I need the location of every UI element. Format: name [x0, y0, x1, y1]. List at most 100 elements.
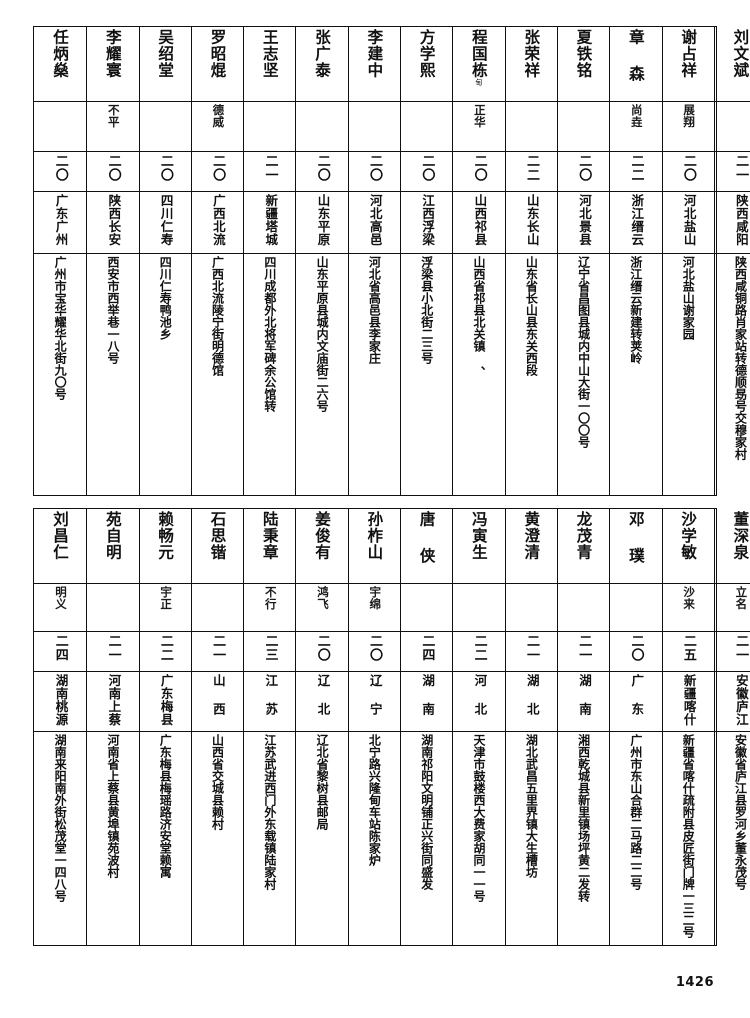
- cell-alias: 立名: [714, 583, 750, 631]
- cell-addr: 河北省高邑县李家庄: [348, 253, 401, 495]
- cell-alias: [505, 101, 557, 151]
- cell-alias: 尚垚: [610, 101, 662, 151]
- cell-name: 董深泉: [715, 509, 750, 583]
- page-number: 1426: [675, 975, 714, 990]
- origin-text: 四川仁寿: [158, 194, 174, 246]
- cell-age: 二〇: [662, 151, 714, 191]
- age-text: 二〇: [105, 154, 121, 182]
- table-column-entry: 沙学敏 沙来 二五 新疆喀什 新疆省喀什疏附县皮匠街门牌一三二号: [661, 509, 714, 945]
- name-text: 任炳燊: [51, 29, 71, 79]
- addr-text: 湖南来阳南外街松茂堂一四八号: [53, 734, 68, 902]
- cell-origin: 河北高邑: [348, 191, 401, 253]
- age-text: 二〇: [576, 154, 592, 182]
- cell-origin: 山东长山: [505, 191, 557, 253]
- name-text: 石思锴: [208, 511, 228, 561]
- cell-origin: 山 西: [191, 671, 244, 731]
- cell-alias: 展翔: [662, 101, 714, 151]
- cell-alias: [296, 101, 348, 151]
- cell-alias: [610, 583, 662, 631]
- age-text: 二二: [157, 634, 173, 662]
- roster-table-lower: 刘昌仁 明义 二四 湖南桃源 湖南来阳南外街松茂堂一四八号 苑自明 二一 河南上蔡 河南省上蔡县…: [33, 508, 750, 946]
- origin-text: 新疆喀什: [681, 674, 697, 726]
- name-text: 谢占祥: [679, 29, 699, 79]
- cell-addr: 湖南来阳南外街松茂堂一四八号: [34, 731, 87, 945]
- alias-text: 德威: [211, 104, 226, 128]
- age-text: 二〇: [628, 634, 644, 662]
- cell-addr: 陕西咸铜路肖家站转德顺昮号交穆家村: [714, 253, 750, 495]
- cell-age: 二〇: [401, 151, 453, 191]
- alias-text: 宇正: [159, 586, 174, 610]
- cell-origin: 新疆喀什: [662, 671, 714, 731]
- age-text: 二三: [262, 634, 278, 662]
- cell-name: 石思锴: [192, 509, 243, 583]
- age-text: 二二: [628, 154, 644, 182]
- cell-addr: 西安市西举巷一八号: [87, 253, 139, 495]
- cell-name: 夏铁铭: [558, 27, 609, 101]
- table-column-entry: 姜俊有 鸿飞 二〇辽 北辽北省黎树县邮局: [295, 509, 348, 945]
- name-text: 陆秉章: [260, 511, 280, 561]
- cell-name: 章 森: [610, 27, 661, 101]
- age-text: 二〇: [157, 154, 173, 182]
- origin-text: 安徽庐江: [733, 674, 749, 726]
- cell-alias: [557, 583, 610, 631]
- cell-alias: 不行: [244, 583, 296, 631]
- table-column-entry: 张广泰 二〇 山东平原 山东平原县城内文庙街二六号: [295, 27, 348, 495]
- origin-text: 湖 南: [576, 674, 592, 716]
- cell-alias: [557, 101, 610, 151]
- addr-text: 四川仁寿鸭池乡: [158, 256, 173, 340]
- alias-text: 明义: [54, 586, 68, 610]
- addr-text: 四川成都外北将军碑余公馆转: [262, 256, 277, 412]
- addr-text: 安徽省庐江县罗河乡董永茂号: [733, 734, 748, 890]
- table-column-entry: 任炳燊 二〇 广东广州 广州市宝华耀华北街九〇号: [34, 27, 87, 495]
- addr-text: 河北省高邑县李家庄: [367, 256, 382, 364]
- addr-text: 广州市宝华耀华北街九〇号: [53, 256, 68, 400]
- name-annotation-mark: 甸: [474, 78, 483, 86]
- alias-text: 立名: [734, 586, 749, 610]
- addr-text: 辽宁省昌图县城内中山大街一〇〇号: [576, 256, 591, 448]
- cell-name: 刘文斌: [715, 27, 750, 101]
- cell-addr: 四川仁寿鸭池乡: [139, 253, 191, 495]
- age-text: 二四: [419, 634, 435, 662]
- cell-addr: 河北盐山谢家园: [662, 253, 714, 495]
- cell-addr: 山西省交城县赖村: [191, 731, 244, 945]
- table-column-entry: 程国栋甸 正华 二〇 山西祁县 山西省祁县北关镇 、: [452, 27, 505, 495]
- name-text: 唐 侠: [417, 511, 437, 564]
- cell-addr: 辽北省黎树县邮局: [296, 731, 348, 945]
- cell-alias: [244, 101, 296, 151]
- cell-alias: 德威: [191, 101, 244, 151]
- cell-origin: 广东广州: [34, 191, 87, 253]
- cell-alias: [191, 583, 244, 631]
- origin-text: 陕西长安: [106, 194, 122, 246]
- name-text: 程国栋甸: [469, 29, 489, 86]
- cell-age: 二一: [244, 151, 296, 191]
- table-column-entry: 石思锴二一山 西山西省交城县赖村: [190, 509, 244, 945]
- table-column-entry: 李耀寰 不平 二〇 陕西长安 西安市西举巷一八号: [86, 27, 139, 495]
- addr-text: 山西省交城县赖村: [210, 734, 225, 830]
- table-column-entry: 董深泉 立名 二一 安徽庐江 安徽省庐江县罗河乡董永茂号: [713, 509, 750, 945]
- name-text: 刘文斌: [731, 29, 750, 79]
- origin-text: 湖 北: [524, 674, 540, 716]
- cell-addr: 河南省上蔡县黄埠镇苑波村: [87, 731, 139, 945]
- alias-text: 正华: [472, 104, 487, 128]
- cell-name: 李耀寰: [87, 27, 138, 101]
- alias-text: 不行: [263, 586, 278, 610]
- origin-text: 山东平原: [315, 194, 331, 246]
- cell-age: 二一: [191, 631, 244, 671]
- addr-text: 浮梁县小北街二三号: [419, 256, 434, 364]
- name-text: 姜俊有: [313, 511, 333, 561]
- cell-age: 二四: [401, 631, 453, 671]
- cell-age: 二〇: [348, 631, 401, 671]
- origin-text: 山西祁县: [472, 194, 488, 246]
- cell-name: 罗昭焜: [192, 27, 243, 101]
- origin-text: 山 西: [210, 674, 226, 716]
- origin-text: 辽 北: [315, 674, 331, 716]
- cell-name: 王志坚: [244, 27, 295, 101]
- alias-text: 尚垚: [629, 104, 644, 128]
- table-column-entry: 吴绍堂 二〇 四川仁寿 四川仁寿鸭池乡: [138, 27, 191, 495]
- addr-text: 河北盐山谢家园: [681, 256, 696, 340]
- table-column-entry: 邓 璞二〇广 东广州市东山合群二马路二二号: [609, 509, 662, 945]
- cell-alias: 沙来: [662, 583, 714, 631]
- origin-text: 广东广州: [53, 194, 69, 246]
- cell-name: 方学熙: [401, 27, 452, 101]
